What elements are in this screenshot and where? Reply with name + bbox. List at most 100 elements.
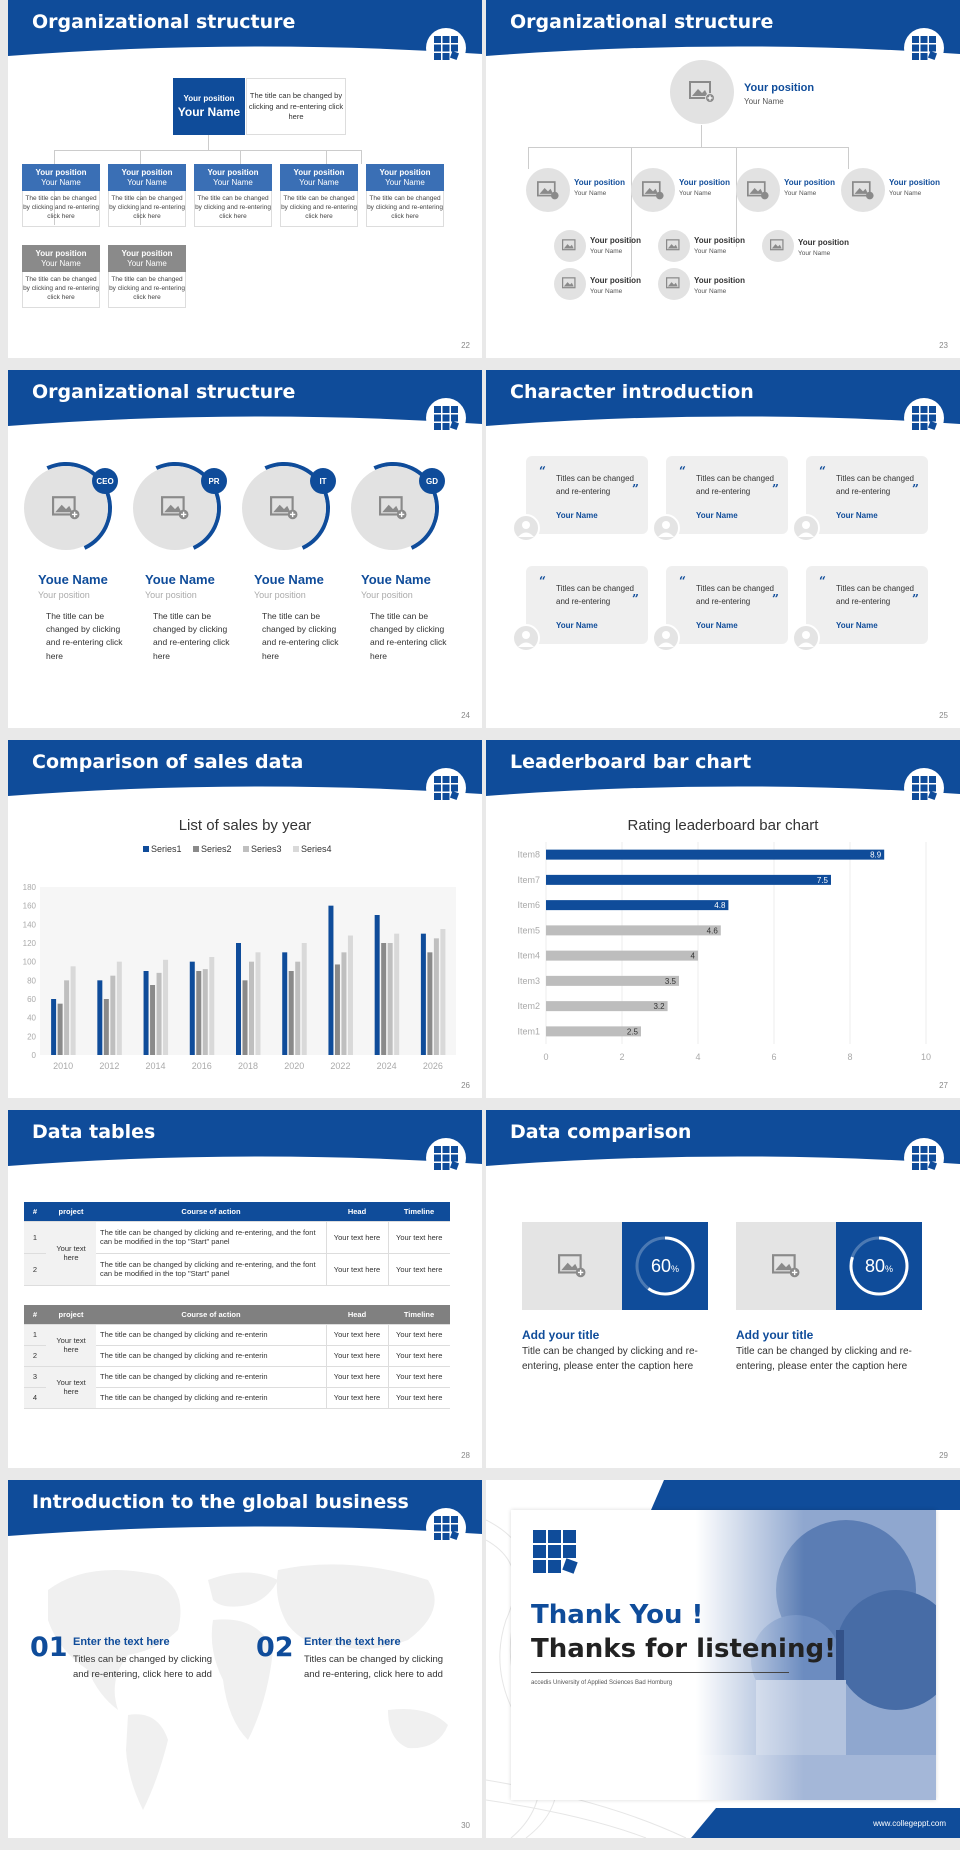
position-label: Your position: [35, 168, 87, 177]
position-label: Your position: [590, 276, 641, 285]
table-cell: The title can be changed by clicking and…: [96, 1253, 326, 1286]
image-placeholder-icon[interactable]: [736, 1222, 836, 1310]
bar: [103, 999, 109, 1055]
percent-unit: %: [885, 1264, 894, 1274]
page-number: 29: [939, 1451, 948, 1460]
slide-banner: [8, 740, 482, 800]
slide-25[interactable]: Character introduction “ ” Titles can be…: [486, 370, 960, 728]
position-card[interactable]: Your position Your Name The title can be c…: [108, 164, 186, 227]
table-cell: Your text here: [325, 1221, 388, 1254]
image-placeholder-icon[interactable]: [670, 60, 734, 124]
item-number: 02: [256, 1632, 294, 1663]
character-card[interactable]: [666, 566, 788, 644]
y-tick-label: 120: [23, 939, 37, 948]
top-position-box[interactable]: Your position Your Name: [173, 78, 245, 135]
x-tick-label: 10: [921, 1052, 931, 1062]
website-link[interactable]: www.collegeppt.com: [873, 1819, 946, 1828]
position-label-group: Your position Your Name: [679, 178, 730, 197]
role-badge: CEO: [92, 468, 118, 494]
data-table-2: # project Course of action Head Timeline…: [24, 1305, 450, 1409]
character-card[interactable]: [806, 566, 928, 644]
position-label: Your position: [744, 82, 815, 94]
bar: [387, 943, 393, 1055]
position-card[interactable]: Your position Your Name The title can be c…: [194, 164, 272, 227]
character-card[interactable]: [526, 566, 648, 644]
slide-title: Data tables: [32, 1121, 156, 1143]
column-header: Head: [326, 1202, 388, 1222]
open-quote-icon: “: [819, 464, 826, 478]
character-card[interactable]: [526, 456, 648, 534]
y-tick-label: Item5: [517, 925, 540, 935]
table-cell: Your text here: [46, 1221, 96, 1286]
name-label: Your Name: [41, 178, 81, 188]
image-placeholder-icon[interactable]: [522, 1222, 622, 1310]
sales-bar-chart: List of sales by year Series1 Series2 Serie…: [23, 817, 456, 1071]
position-card[interactable]: Your position Your Name The title can be c…: [366, 164, 444, 227]
slide-24[interactable]: Organizational structure CEO Youe Name Y…: [8, 370, 482, 728]
y-tick-label: 20: [27, 1032, 36, 1041]
card-description: The title can be changed by clicking and…: [22, 191, 100, 227]
character-card[interactable]: [806, 456, 928, 534]
role-badge: IT: [310, 468, 336, 494]
image-placeholder-icon[interactable]: [762, 230, 794, 262]
slide-31[interactable]: Thank You ! Thanks for listening! accedi…: [486, 1480, 960, 1838]
legend-label: Series4: [301, 844, 332, 854]
item-title: Enter the text here: [73, 1636, 170, 1648]
slide-27[interactable]: Leaderboard bar chart Rating leaderboard…: [486, 740, 960, 1098]
image-placeholder-icon[interactable]: [631, 168, 675, 212]
bar: [249, 961, 254, 1055]
table-cell: Your text here: [387, 1345, 450, 1367]
open-quote-icon: “: [679, 574, 686, 588]
name-label: Your Name: [744, 97, 784, 107]
table-cell: 2: [24, 1253, 46, 1286]
position-card[interactable]: Your position Your Name The title can be c…: [108, 245, 186, 308]
slide-26[interactable]: Comparison of sales data List of sales b…: [8, 740, 482, 1098]
position-label: Your position: [574, 178, 625, 187]
logo-icon: [904, 398, 944, 438]
position-label-group: Your position Your Name: [744, 82, 814, 108]
character-card[interactable]: [666, 456, 788, 534]
slide-30[interactable]: Introduction to the global business 01 E…: [8, 1480, 482, 1838]
table-cell: Your text here: [387, 1221, 450, 1254]
connector: [54, 150, 362, 151]
image-placeholder-icon[interactable]: [526, 168, 570, 212]
image-placeholder-icon[interactable]: [242, 466, 326, 550]
name-label: Your Name: [889, 189, 922, 197]
column-header: Head: [326, 1305, 388, 1325]
bar: [334, 964, 340, 1055]
slide-22[interactable]: Organizational structure Your position Y…: [8, 0, 482, 358]
bar: [236, 943, 241, 1055]
item-title: Add your title: [522, 1328, 600, 1342]
name-label: Your Name: [127, 178, 167, 188]
position-card[interactable]: Your position Your Name The title can be c…: [22, 164, 100, 227]
table-cell: The title can be changed by clicking and…: [96, 1345, 326, 1367]
x-tick-label: 2: [619, 1052, 624, 1062]
slide-28[interactable]: Data tables # project Course of action H…: [8, 1110, 482, 1468]
column-header: project: [46, 1305, 96, 1325]
logo-icon: [426, 1138, 466, 1178]
percent-unit: %: [671, 1264, 680, 1274]
image-placeholder-icon[interactable]: [658, 230, 690, 262]
image-placeholder-icon[interactable]: [554, 268, 586, 300]
slide-29[interactable]: Data comparison 60% Add your title Title…: [486, 1110, 960, 1468]
image-placeholder-icon[interactable]: [554, 230, 586, 262]
x-tick-label: 2012: [99, 1061, 119, 1071]
slide-23[interactable]: Organizational structure Your position Yo…: [486, 0, 960, 358]
open-quote-icon: “: [819, 574, 826, 588]
image-placeholder-icon[interactable]: [841, 168, 885, 212]
bar: [189, 961, 195, 1055]
logo-icon: [904, 768, 944, 808]
position-card[interactable]: Your position Your Name The title can be c…: [22, 245, 100, 308]
image-placeholder-icon[interactable]: [736, 168, 780, 212]
thanks-heading: Thanks for listening!: [531, 1634, 836, 1664]
position-card[interactable]: Your position Your Name The title can be c…: [280, 164, 358, 227]
position-label: Your position: [784, 178, 835, 187]
bar: [163, 959, 169, 1055]
logo-icon: [426, 398, 466, 438]
bar: [110, 975, 116, 1055]
data-label: 4: [691, 952, 696, 961]
y-tick-label: 180: [23, 883, 37, 892]
bar: [374, 915, 380, 1055]
image-placeholder-icon[interactable]: [658, 268, 690, 300]
table-cell: Your text here: [325, 1366, 388, 1388]
